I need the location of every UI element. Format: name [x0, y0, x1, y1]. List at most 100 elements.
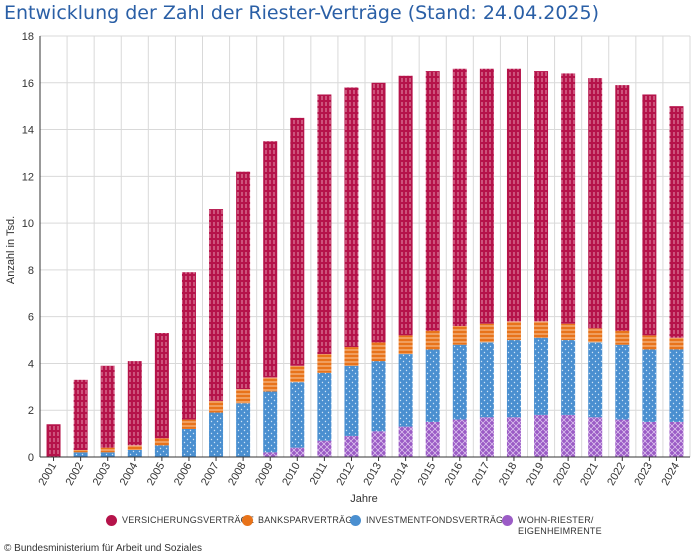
- legend-label-investment: INVESTMENTFONDSVERTRÄGE: [366, 515, 509, 526]
- x-tick-label: 2008: [226, 461, 249, 488]
- legend-item-bankspar: BANKSPARVERTRÄGE: [242, 515, 359, 526]
- bar-versicherung-2015: [425, 71, 440, 331]
- bar-investment-2014: [398, 354, 413, 427]
- bar-wohn-2014: [398, 426, 413, 457]
- bar-bankspar-2018: [506, 321, 521, 341]
- bar-versicherung-2016: [452, 68, 467, 327]
- bar-bankspar-2002: [73, 449, 88, 453]
- bar-versicherung-2011: [317, 94, 332, 355]
- bar-bankspar-2024: [669, 337, 684, 350]
- bar-investment-2017: [479, 342, 494, 418]
- bar-versicherung-2014: [398, 75, 413, 336]
- bar-bankspar-2023: [642, 335, 657, 350]
- bar-versicherung-2021: [588, 78, 603, 329]
- bar-investment-2011: [317, 372, 332, 441]
- x-tick-label: 2006: [172, 461, 195, 488]
- legend-swatch-investment: [350, 515, 361, 526]
- x-tick-label: 2002: [64, 461, 87, 488]
- legend-label-bankspar: BANKSPARVERTRÄGE: [258, 515, 359, 526]
- x-tick-label: 2015: [416, 461, 439, 488]
- y-tick-label: 8: [28, 265, 34, 277]
- bar-bankspar-2017: [479, 323, 494, 343]
- x-tick-label: 2024: [659, 461, 682, 488]
- bar-investment-2005: [154, 445, 169, 457]
- bar-bankspar-2009: [263, 377, 278, 392]
- bar-bankspar-2015: [425, 330, 440, 350]
- bar-bankspar-2005: [154, 438, 169, 446]
- bar-investment-2010: [290, 382, 305, 448]
- bar-investment-2009: [263, 391, 278, 453]
- legend-swatch-versicherung: [106, 515, 117, 526]
- bar-versicherung-2017: [479, 68, 494, 324]
- x-tick-label: 2021: [578, 461, 601, 488]
- bar-versicherung-2012: [344, 87, 359, 348]
- bar-investment-2024: [669, 349, 684, 422]
- bar-wohn-2023: [642, 421, 657, 457]
- y-tick-label: 6: [28, 312, 34, 324]
- chart-title: Entwicklung der Zahl der Riester-Verträg…: [4, 2, 600, 24]
- y-axis-label: Anzahl in Tsd.: [5, 216, 17, 284]
- bar-bankspar-2019: [534, 321, 549, 338]
- y-tick-label: 4: [28, 358, 34, 370]
- bar-wohn-2010: [290, 447, 305, 457]
- bar-versicherung-2020: [561, 73, 576, 324]
- copyright-note: © Bundesministerium für Arbeit und Sozia…: [4, 543, 203, 554]
- x-axis-label: Jahre: [350, 493, 378, 505]
- x-tick-label: 2009: [253, 461, 276, 488]
- bar-bankspar-2012: [344, 347, 359, 366]
- bar-wohn-2012: [344, 435, 359, 457]
- x-tick-label: 2022: [605, 461, 628, 488]
- bar-bankspar-2010: [290, 365, 305, 383]
- legend-label-versicherung: VERSICHERUNGSVERTRÄGE: [122, 515, 254, 526]
- y-tick-label: 2: [28, 405, 34, 417]
- x-tick-label: 2001: [37, 461, 60, 488]
- bar-investment-2012: [344, 365, 359, 436]
- bar-versicherung-2018: [506, 68, 521, 322]
- legend-label-line: WOHN-RIESTER/: [518, 515, 594, 525]
- bar-investment-2006: [181, 428, 196, 457]
- bar-versicherung-2007: [209, 209, 224, 401]
- x-tick-label: 2020: [551, 461, 574, 488]
- bar-versicherung-2003: [100, 365, 115, 448]
- x-tick-label: 2016: [443, 461, 466, 488]
- bar-investment-2008: [236, 403, 251, 457]
- bar-investment-2003: [100, 452, 115, 457]
- bar-versicherung-2010: [290, 117, 305, 366]
- bar-versicherung-2004: [127, 361, 142, 446]
- bar-investment-2015: [425, 349, 440, 422]
- x-tick-label: 2005: [145, 461, 168, 488]
- legend-label-line: VERSICHERUNGSVERTRÄGE: [122, 515, 255, 525]
- y-tick-label: 18: [22, 31, 34, 43]
- bar-wohn-2011: [317, 440, 332, 457]
- y-tick-label: 16: [22, 78, 34, 90]
- legend-item-wohn: WOHN-RIESTER/EIGENHEIMRENTE: [502, 515, 602, 537]
- bar-bankspar-2007: [209, 400, 224, 413]
- x-tick-label: 2018: [497, 461, 520, 488]
- legend-label-line: BANKSPARVERTRÄGE: [258, 515, 359, 525]
- bar-wohn-2019: [534, 414, 549, 457]
- bar-bankspar-2020: [561, 323, 576, 341]
- bar-bankspar-2013: [371, 342, 386, 362]
- y-tick-label: 14: [22, 125, 34, 137]
- bars: [46, 68, 684, 457]
- bar-investment-2020: [561, 340, 576, 415]
- x-tick-label: 2003: [91, 461, 114, 488]
- bar-versicherung-2023: [642, 94, 657, 336]
- y-tick-label: 0: [28, 452, 34, 464]
- bar-wohn-2018: [506, 417, 521, 457]
- bar-bankspar-2022: [615, 330, 630, 345]
- bar-wohn-2017: [479, 417, 494, 457]
- bar-wohn-2021: [588, 417, 603, 457]
- bar-bankspar-2006: [181, 419, 196, 429]
- legend-label-line: EIGENHEIMRENTE: [518, 526, 602, 536]
- legend-item-versicherung: VERSICHERUNGSVERTRÄGE: [106, 515, 254, 526]
- bar-investment-2007: [209, 412, 224, 457]
- bar-investment-2023: [642, 349, 657, 422]
- bar-bankspar-2003: [100, 447, 115, 453]
- x-tick-label: 2010: [280, 461, 303, 488]
- bar-bankspar-2016: [452, 326, 467, 345]
- bar-versicherung-2006: [181, 272, 196, 420]
- bar-investment-2004: [127, 449, 142, 457]
- x-tick-label: 2014: [389, 461, 412, 488]
